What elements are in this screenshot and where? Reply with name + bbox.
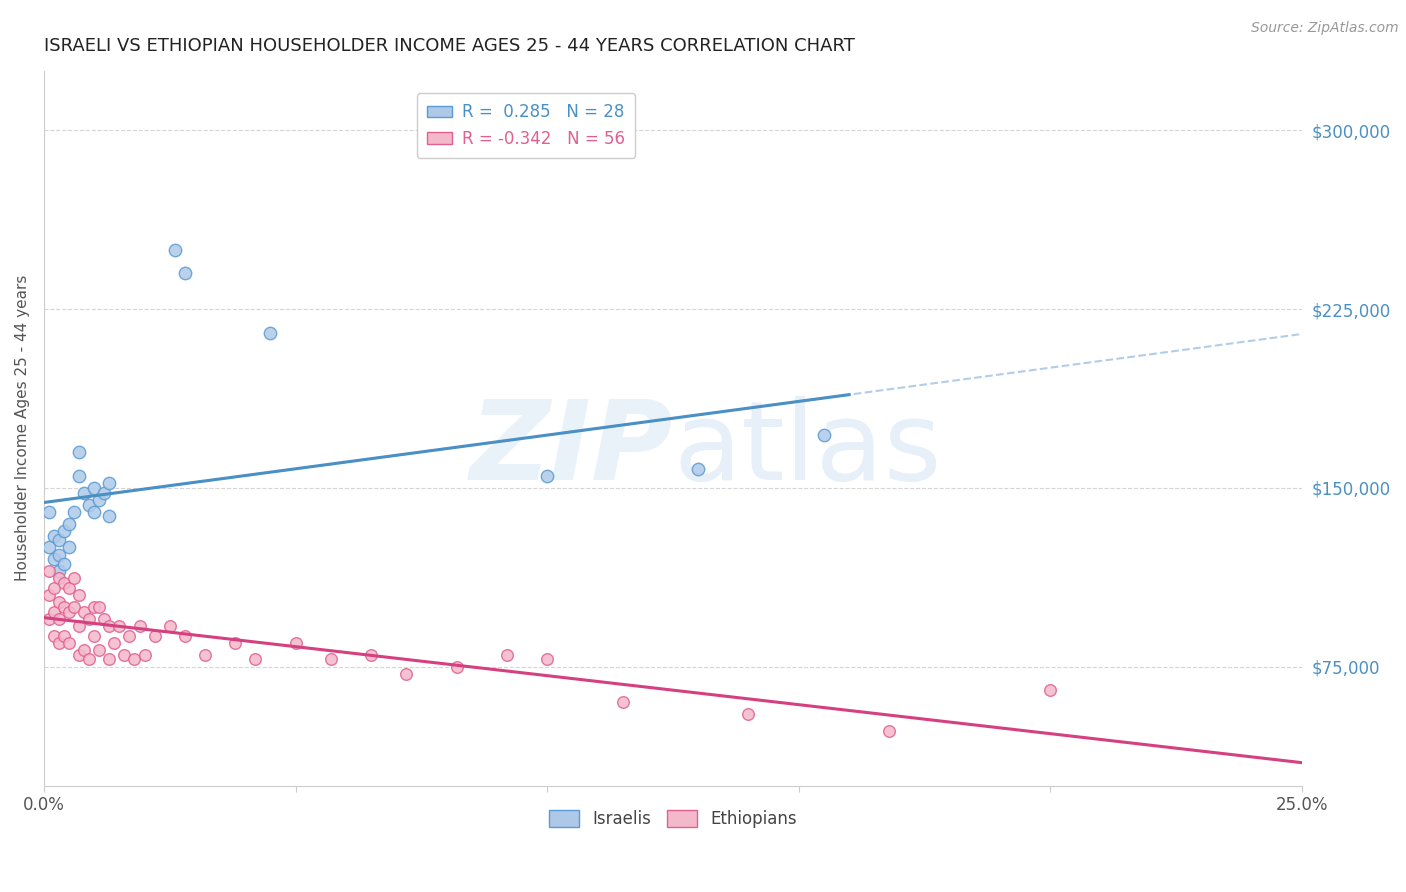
Point [395,666,418,681]
Point [245,652,267,666]
Point [53,557,76,571]
Point [48,533,70,548]
Point [48,595,70,609]
Point [1039,683,1062,698]
Point [103,636,125,650]
Point [38,612,60,626]
Point [89,492,111,507]
Point [38,588,60,602]
Point [48,612,70,626]
Point [38,505,60,519]
Point [67,445,90,459]
Point [124,652,146,666]
Point [67,469,90,483]
Point [360,648,382,662]
Point [73,643,96,657]
Point [77,612,100,626]
Point [194,648,217,662]
Point [83,481,105,495]
Point [688,462,710,476]
Point [48,571,70,585]
Point [98,476,121,491]
Text: ZIP: ZIP [470,396,673,503]
Point [48,636,70,650]
Point [98,509,121,524]
Point [83,600,105,615]
Point [536,469,558,483]
Point [42,528,65,542]
Point [53,629,76,643]
Point [93,612,115,626]
Point [77,652,100,666]
Point [284,636,307,650]
Point [83,629,105,643]
Point [496,648,519,662]
Point [112,648,135,662]
Point [58,516,80,531]
Point [173,629,195,643]
Point [446,659,468,673]
Point [53,524,76,538]
Legend: Israelis, Ethiopians: Israelis, Ethiopians [541,803,804,835]
Point [813,428,835,442]
Point [58,636,80,650]
Point [38,564,60,578]
Text: atlas: atlas [673,396,942,503]
Point [118,629,141,643]
Point [77,498,100,512]
Point [143,629,166,643]
Y-axis label: Householder Income Ages 25 - 44 years: Householder Income Ages 25 - 44 years [15,275,30,582]
Point [98,619,121,633]
Point [38,541,60,555]
Point [63,600,86,615]
Point [63,571,86,585]
Point [67,648,90,662]
Point [173,266,195,280]
Point [58,605,80,619]
Point [48,548,70,562]
Point [58,581,80,595]
Point [67,588,90,602]
Point [67,619,90,633]
Point [73,605,96,619]
Point [73,485,96,500]
Point [89,643,111,657]
Point [108,619,131,633]
Point [42,552,65,566]
Point [163,243,186,257]
Point [48,564,70,578]
Point [42,629,65,643]
Point [63,505,86,519]
Text: Source: ZipAtlas.com: Source: ZipAtlas.com [1251,21,1399,35]
Point [134,648,156,662]
Point [93,485,115,500]
Text: ISRAELI VS ETHIOPIAN HOUSEHOLDER INCOME AGES 25 - 44 YEARS CORRELATION CHART: ISRAELI VS ETHIOPIAN HOUSEHOLDER INCOME … [44,37,855,55]
Point [42,605,65,619]
Point [89,600,111,615]
Point [737,707,759,722]
Point [53,576,76,591]
Point [879,723,901,738]
Point [53,600,76,615]
Point [536,652,558,666]
Point [319,652,342,666]
Point [58,541,80,555]
Point [224,636,246,650]
Point [128,619,150,633]
Point [159,619,181,633]
Point [612,695,634,709]
Point [259,326,281,340]
Point [42,581,65,595]
Point [83,505,105,519]
Point [98,652,121,666]
